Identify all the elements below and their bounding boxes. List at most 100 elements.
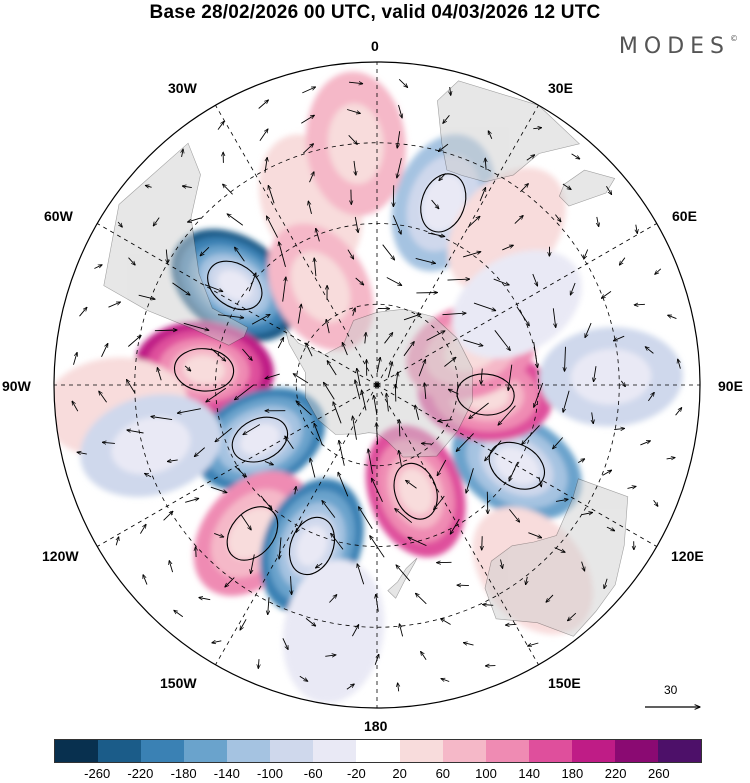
wind-arrow [386,277,402,286]
wind-arrow [479,188,486,202]
wind-arrow [348,134,358,144]
colorbar-tick-label: -100 [256,766,284,781]
colorbar-swatch [399,740,443,762]
colorbar-tick-label: 140 [518,766,541,781]
colorbar-swatch [356,740,400,762]
wind-arrow [116,537,119,546]
wind-arrow [184,365,191,371]
wind-arrow [585,322,592,338]
wind-arrow [295,487,296,495]
anomaly-blob [282,559,385,704]
wind-arrow [235,384,254,400]
meridian-line [215,105,378,386]
colorbar-swatch [485,740,529,762]
wind-arrow [285,436,294,449]
wind-arrow [481,368,482,385]
wind-arrow [653,500,658,506]
wind-arrow [355,380,361,400]
colorbar-tick-label: 180 [561,766,584,781]
wind-arrow [342,342,348,356]
meridian-line [215,384,378,665]
lon-label-60e: 60E [672,208,697,224]
wind-arrow [333,402,342,424]
wind-arrow [668,315,677,320]
wind-arrow [415,405,420,420]
wind-arrow [555,499,568,501]
wind-arrow [265,373,280,379]
wind-arrow [128,335,141,347]
wind-arrow [277,338,283,349]
wind-arrow [606,526,615,531]
wind-arrow [382,244,395,260]
wind-arrow [196,547,197,558]
wind-arrow [282,277,286,302]
landmass [437,80,581,183]
contour-line [288,516,336,576]
wind-arrow [592,412,594,423]
meridian-line [97,384,378,547]
wind-arrow [306,343,313,357]
wind-arrow [153,217,160,226]
lon-label-120e: 120E [671,548,704,564]
graticule [54,62,700,708]
wind-arrow [217,121,224,130]
wind-arrow [302,144,313,154]
wind-arrow [397,158,402,178]
wind-arrow [568,612,577,621]
wind-arrow [322,501,336,518]
wind-arrow [614,335,625,341]
colorbar-tick-label: -180 [170,766,197,781]
wind-arrow [447,279,470,280]
wind-arrow [403,342,414,357]
wind-arrow [457,585,469,586]
wind-arrow [188,217,201,222]
wind-arrow [240,619,247,630]
wind-arrow [415,257,436,263]
wind-arrow [348,82,363,84]
wind-arrow [655,268,662,275]
wind-arrow [456,433,474,451]
wind-arrow [127,380,136,394]
wind-arrow [365,333,366,344]
landmass [387,557,418,599]
wind-arrow [594,366,597,382]
wind-arrow [128,257,136,265]
wind-arrow [426,331,445,341]
wind-arrow [666,458,675,459]
wind-arrow [532,273,538,286]
colorbar-swatch [313,740,357,762]
meridian-line [376,223,657,386]
wind-arrow [353,308,356,316]
wind-arrow [675,408,682,416]
wind-arrow [172,282,191,295]
contour-line [207,260,263,311]
wind-arrow [395,509,413,524]
map-border [53,61,701,709]
lon-label-180: 180 [364,718,388,734]
contour-line [420,173,467,233]
wind-arrow [498,405,516,425]
wind-arrow [431,199,439,209]
wind-arrow [645,347,654,354]
wind-arrow [138,294,155,299]
wind-arrow [268,186,275,204]
colorbar-tick-label: -260 [84,766,111,781]
wind-arrow [421,652,427,660]
wind-arrow [299,675,308,681]
wind-arrow [424,383,425,399]
wind-arrow [99,391,107,403]
wind-arrow [214,532,224,537]
south-pole-dot [374,382,380,388]
lon-label-90e: 90E [718,378,743,394]
wind-arrow [145,185,152,187]
wind-arrow [450,86,451,95]
wind-arrow [387,362,392,378]
meridian-line [376,384,657,547]
lon-label-30e: 30E [548,80,573,96]
lon-label-90w: 90W [2,378,31,394]
wind-arrow [210,486,227,492]
wind-arrow [502,245,513,251]
wind-arrow [234,465,247,477]
wind-arrow [293,374,309,384]
wind-arrow [94,265,102,269]
